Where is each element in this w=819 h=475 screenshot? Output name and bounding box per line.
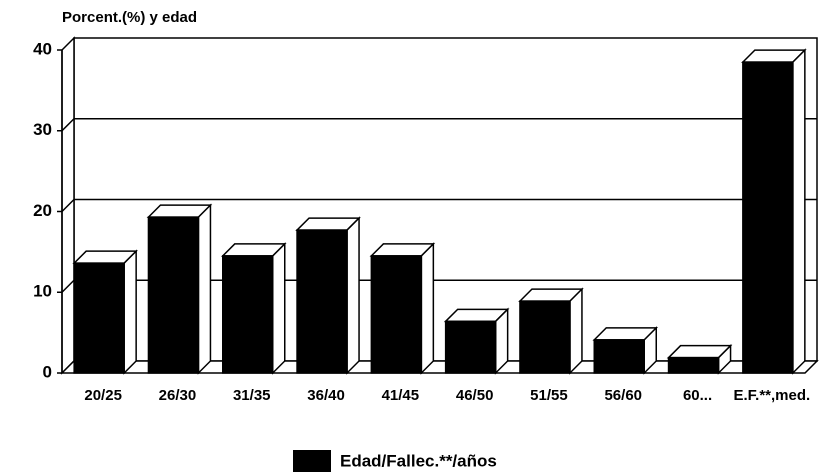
x-tick-label: 31/35 [233, 387, 271, 404]
chart-title: Porcent.(%) y edad [62, 9, 197, 26]
bar [593, 339, 645, 374]
bar-side [494, 307, 509, 375]
bar [296, 229, 348, 374]
y-tick-label: 10 [33, 282, 52, 301]
bar [742, 61, 794, 374]
bar-side [792, 48, 806, 375]
x-tick-label: E.F.**,med. [733, 387, 810, 404]
x-tick-label: 56/60 [604, 387, 642, 404]
x-tick-label: 26/30 [159, 387, 197, 404]
bar [519, 300, 571, 374]
bar-side [346, 216, 360, 375]
bar [222, 255, 274, 374]
bar-side [123, 249, 137, 375]
y-tick-label: 30 [33, 120, 52, 139]
grid-line [61, 198, 75, 213]
x-tick-label: 51/55 [530, 387, 568, 404]
grid-line [61, 118, 75, 132]
bar-side [197, 203, 212, 375]
x-tick-label: 20/25 [84, 387, 122, 404]
bar-side [420, 242, 435, 375]
bar [370, 255, 423, 374]
x-tick-label: 60... [683, 387, 712, 404]
x-tick-label: 46/50 [456, 387, 494, 404]
bar [147, 216, 200, 374]
bar-side [272, 242, 286, 375]
grid-line [61, 279, 75, 293]
x-tick-label: 36/40 [307, 387, 345, 404]
y-tick-label: 40 [33, 39, 52, 58]
x-tick-label: 41/45 [382, 387, 420, 404]
bar [73, 262, 125, 374]
y-tick-label: 20 [33, 201, 52, 220]
bar-side [569, 287, 583, 375]
bar [667, 356, 720, 374]
legend-swatch [293, 450, 331, 472]
bar [444, 320, 497, 374]
legend-label: Edad/Fallec.**/años [340, 451, 497, 470]
y-tick-label: 0 [43, 362, 52, 381]
